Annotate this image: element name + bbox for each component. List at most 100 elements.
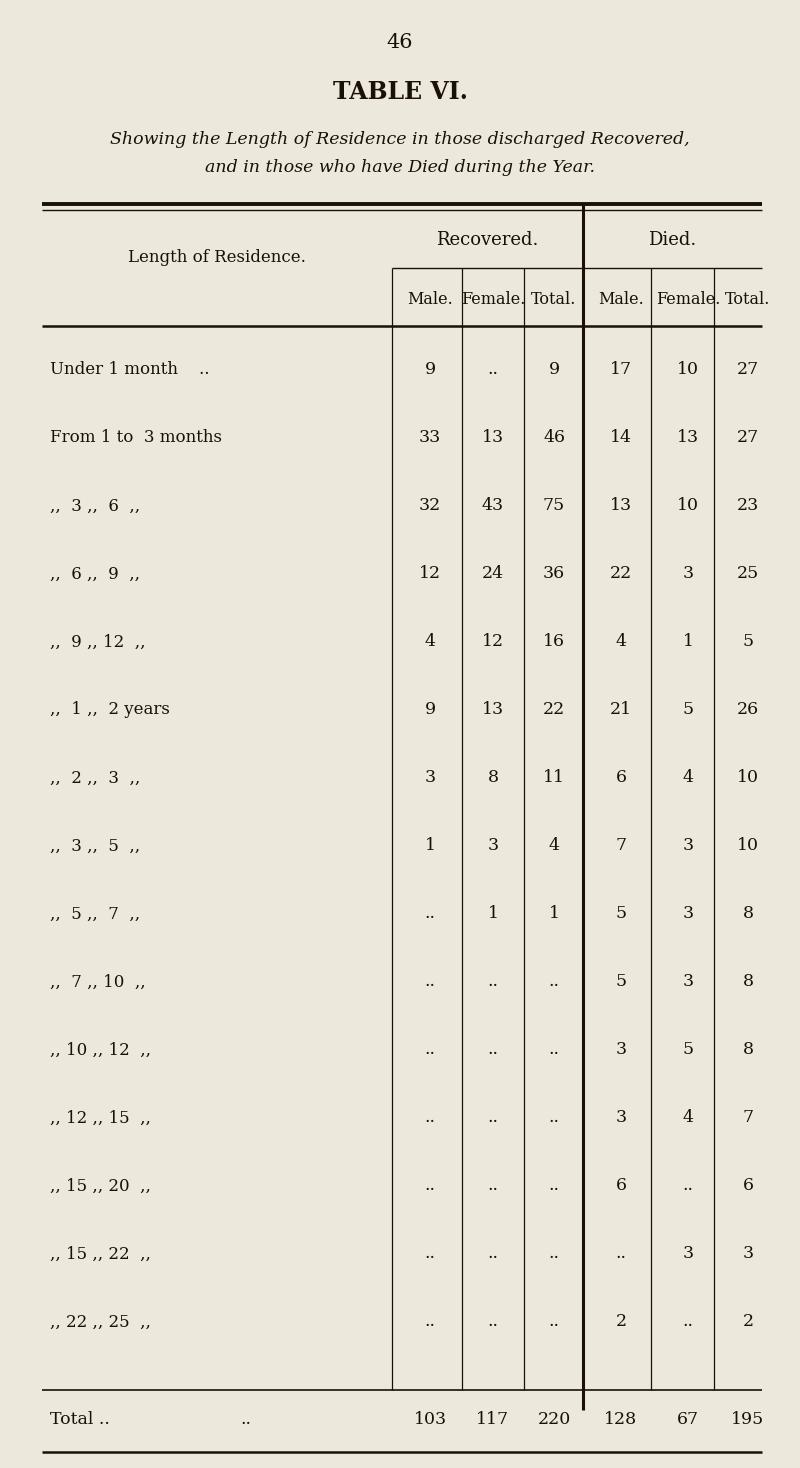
Text: Under 1 month    ..: Under 1 month .. bbox=[50, 361, 210, 379]
Text: Total.: Total. bbox=[726, 292, 770, 308]
Text: 3: 3 bbox=[682, 973, 694, 991]
Text: 5: 5 bbox=[615, 906, 626, 922]
Text: 6: 6 bbox=[742, 1177, 754, 1195]
Text: 33: 33 bbox=[419, 430, 441, 446]
Text: ,, 12 ,, 15  ,,: ,, 12 ,, 15 ,, bbox=[50, 1110, 151, 1126]
Text: 27: 27 bbox=[737, 430, 759, 446]
Text: 46: 46 bbox=[543, 430, 565, 446]
Text: 24: 24 bbox=[482, 565, 504, 583]
Text: 22: 22 bbox=[610, 565, 632, 583]
Text: ..: .. bbox=[425, 973, 435, 991]
Text: Total ..: Total .. bbox=[50, 1412, 110, 1428]
Text: 1: 1 bbox=[425, 838, 435, 854]
Text: ..: .. bbox=[549, 1314, 559, 1330]
Text: 13: 13 bbox=[610, 498, 632, 514]
Text: Showing the Length of Residence in those discharged Recovered,: Showing the Length of Residence in those… bbox=[110, 132, 690, 148]
Text: 4: 4 bbox=[549, 838, 559, 854]
Text: 10: 10 bbox=[737, 769, 759, 787]
Text: ..: .. bbox=[549, 1245, 559, 1262]
Text: ..: .. bbox=[425, 1314, 435, 1330]
Text: 13: 13 bbox=[482, 430, 504, 446]
Text: ..: .. bbox=[549, 1177, 559, 1195]
Text: 3: 3 bbox=[742, 1245, 754, 1262]
Text: 10: 10 bbox=[737, 838, 759, 854]
Text: ..: .. bbox=[425, 906, 435, 922]
Text: 22: 22 bbox=[543, 702, 565, 718]
Text: 3: 3 bbox=[682, 1245, 694, 1262]
Text: ..: .. bbox=[682, 1177, 694, 1195]
Text: 3: 3 bbox=[615, 1110, 626, 1126]
Text: ,,  2 ,,  3  ,,: ,, 2 ,, 3 ,, bbox=[50, 769, 140, 787]
Text: 43: 43 bbox=[482, 498, 504, 514]
Text: 117: 117 bbox=[477, 1412, 510, 1428]
Text: Recovered.: Recovered. bbox=[436, 230, 538, 250]
Text: 7: 7 bbox=[742, 1110, 754, 1126]
Text: From 1 to  3 months: From 1 to 3 months bbox=[50, 430, 222, 446]
Text: ..: .. bbox=[425, 1110, 435, 1126]
Text: 26: 26 bbox=[737, 702, 759, 718]
Text: ..: .. bbox=[487, 1110, 498, 1126]
Text: 8: 8 bbox=[742, 1041, 754, 1058]
Text: ..: .. bbox=[487, 973, 498, 991]
Text: 220: 220 bbox=[538, 1412, 570, 1428]
Text: 27: 27 bbox=[737, 361, 759, 379]
Text: 3: 3 bbox=[487, 838, 498, 854]
Text: 16: 16 bbox=[543, 634, 565, 650]
Text: ,,  3 ,,  5  ,,: ,, 3 ,, 5 ,, bbox=[50, 838, 140, 854]
Text: Female.: Female. bbox=[656, 292, 720, 308]
Text: ,, 15 ,, 20  ,,: ,, 15 ,, 20 ,, bbox=[50, 1177, 151, 1195]
Text: 4: 4 bbox=[682, 769, 694, 787]
Text: ,,  3 ,,  6  ,,: ,, 3 ,, 6 ,, bbox=[50, 498, 140, 514]
Text: 5: 5 bbox=[742, 634, 754, 650]
Text: 8: 8 bbox=[742, 973, 754, 991]
Text: ,,  5 ,,  7  ,,: ,, 5 ,, 7 ,, bbox=[50, 906, 140, 922]
Text: 25: 25 bbox=[737, 565, 759, 583]
Text: TABLE VI.: TABLE VI. bbox=[333, 79, 467, 104]
Text: 8: 8 bbox=[487, 769, 498, 787]
Text: Length of Residence.: Length of Residence. bbox=[128, 250, 306, 267]
Text: 13: 13 bbox=[482, 702, 504, 718]
Text: 23: 23 bbox=[737, 498, 759, 514]
Text: ..: .. bbox=[682, 1314, 694, 1330]
Text: ..: .. bbox=[425, 1245, 435, 1262]
Text: 14: 14 bbox=[610, 430, 632, 446]
Text: 1: 1 bbox=[549, 906, 559, 922]
Text: 11: 11 bbox=[543, 769, 565, 787]
Text: ..: .. bbox=[487, 1041, 498, 1058]
Text: Male.: Male. bbox=[407, 292, 453, 308]
Text: 32: 32 bbox=[419, 498, 441, 514]
Text: 9: 9 bbox=[549, 361, 559, 379]
Text: 13: 13 bbox=[677, 430, 699, 446]
Text: 5: 5 bbox=[615, 973, 626, 991]
Text: ..: .. bbox=[487, 1177, 498, 1195]
Text: 46: 46 bbox=[386, 32, 414, 51]
Text: 75: 75 bbox=[543, 498, 565, 514]
Text: ,,  7 ,, 10  ,,: ,, 7 ,, 10 ,, bbox=[50, 973, 146, 991]
Text: 7: 7 bbox=[615, 838, 626, 854]
Text: 12: 12 bbox=[482, 634, 504, 650]
Text: 5: 5 bbox=[682, 1041, 694, 1058]
Text: ,, 22 ,, 25  ,,: ,, 22 ,, 25 ,, bbox=[50, 1314, 151, 1330]
Text: 195: 195 bbox=[731, 1412, 765, 1428]
Text: 10: 10 bbox=[677, 498, 699, 514]
Text: 67: 67 bbox=[677, 1412, 699, 1428]
Text: 2: 2 bbox=[615, 1314, 626, 1330]
Text: ..: .. bbox=[549, 973, 559, 991]
Text: 8: 8 bbox=[742, 906, 754, 922]
Text: ..: .. bbox=[487, 361, 498, 379]
Text: Male.: Male. bbox=[598, 292, 644, 308]
Text: 10: 10 bbox=[677, 361, 699, 379]
Text: 9: 9 bbox=[425, 702, 435, 718]
Text: 103: 103 bbox=[414, 1412, 446, 1428]
Text: 3: 3 bbox=[682, 838, 694, 854]
Text: 36: 36 bbox=[543, 565, 565, 583]
Text: ,,  9 ,, 12  ,,: ,, 9 ,, 12 ,, bbox=[50, 634, 146, 650]
Text: 4: 4 bbox=[682, 1110, 694, 1126]
Text: 9: 9 bbox=[425, 361, 435, 379]
Text: 1: 1 bbox=[487, 906, 498, 922]
Text: ,,  1 ,,  2 years: ,, 1 ,, 2 years bbox=[50, 702, 170, 718]
Text: 3: 3 bbox=[425, 769, 435, 787]
Text: ,, 15 ,, 22  ,,: ,, 15 ,, 22 ,, bbox=[50, 1245, 151, 1262]
Text: Total.: Total. bbox=[531, 292, 577, 308]
Text: Female.: Female. bbox=[461, 292, 525, 308]
